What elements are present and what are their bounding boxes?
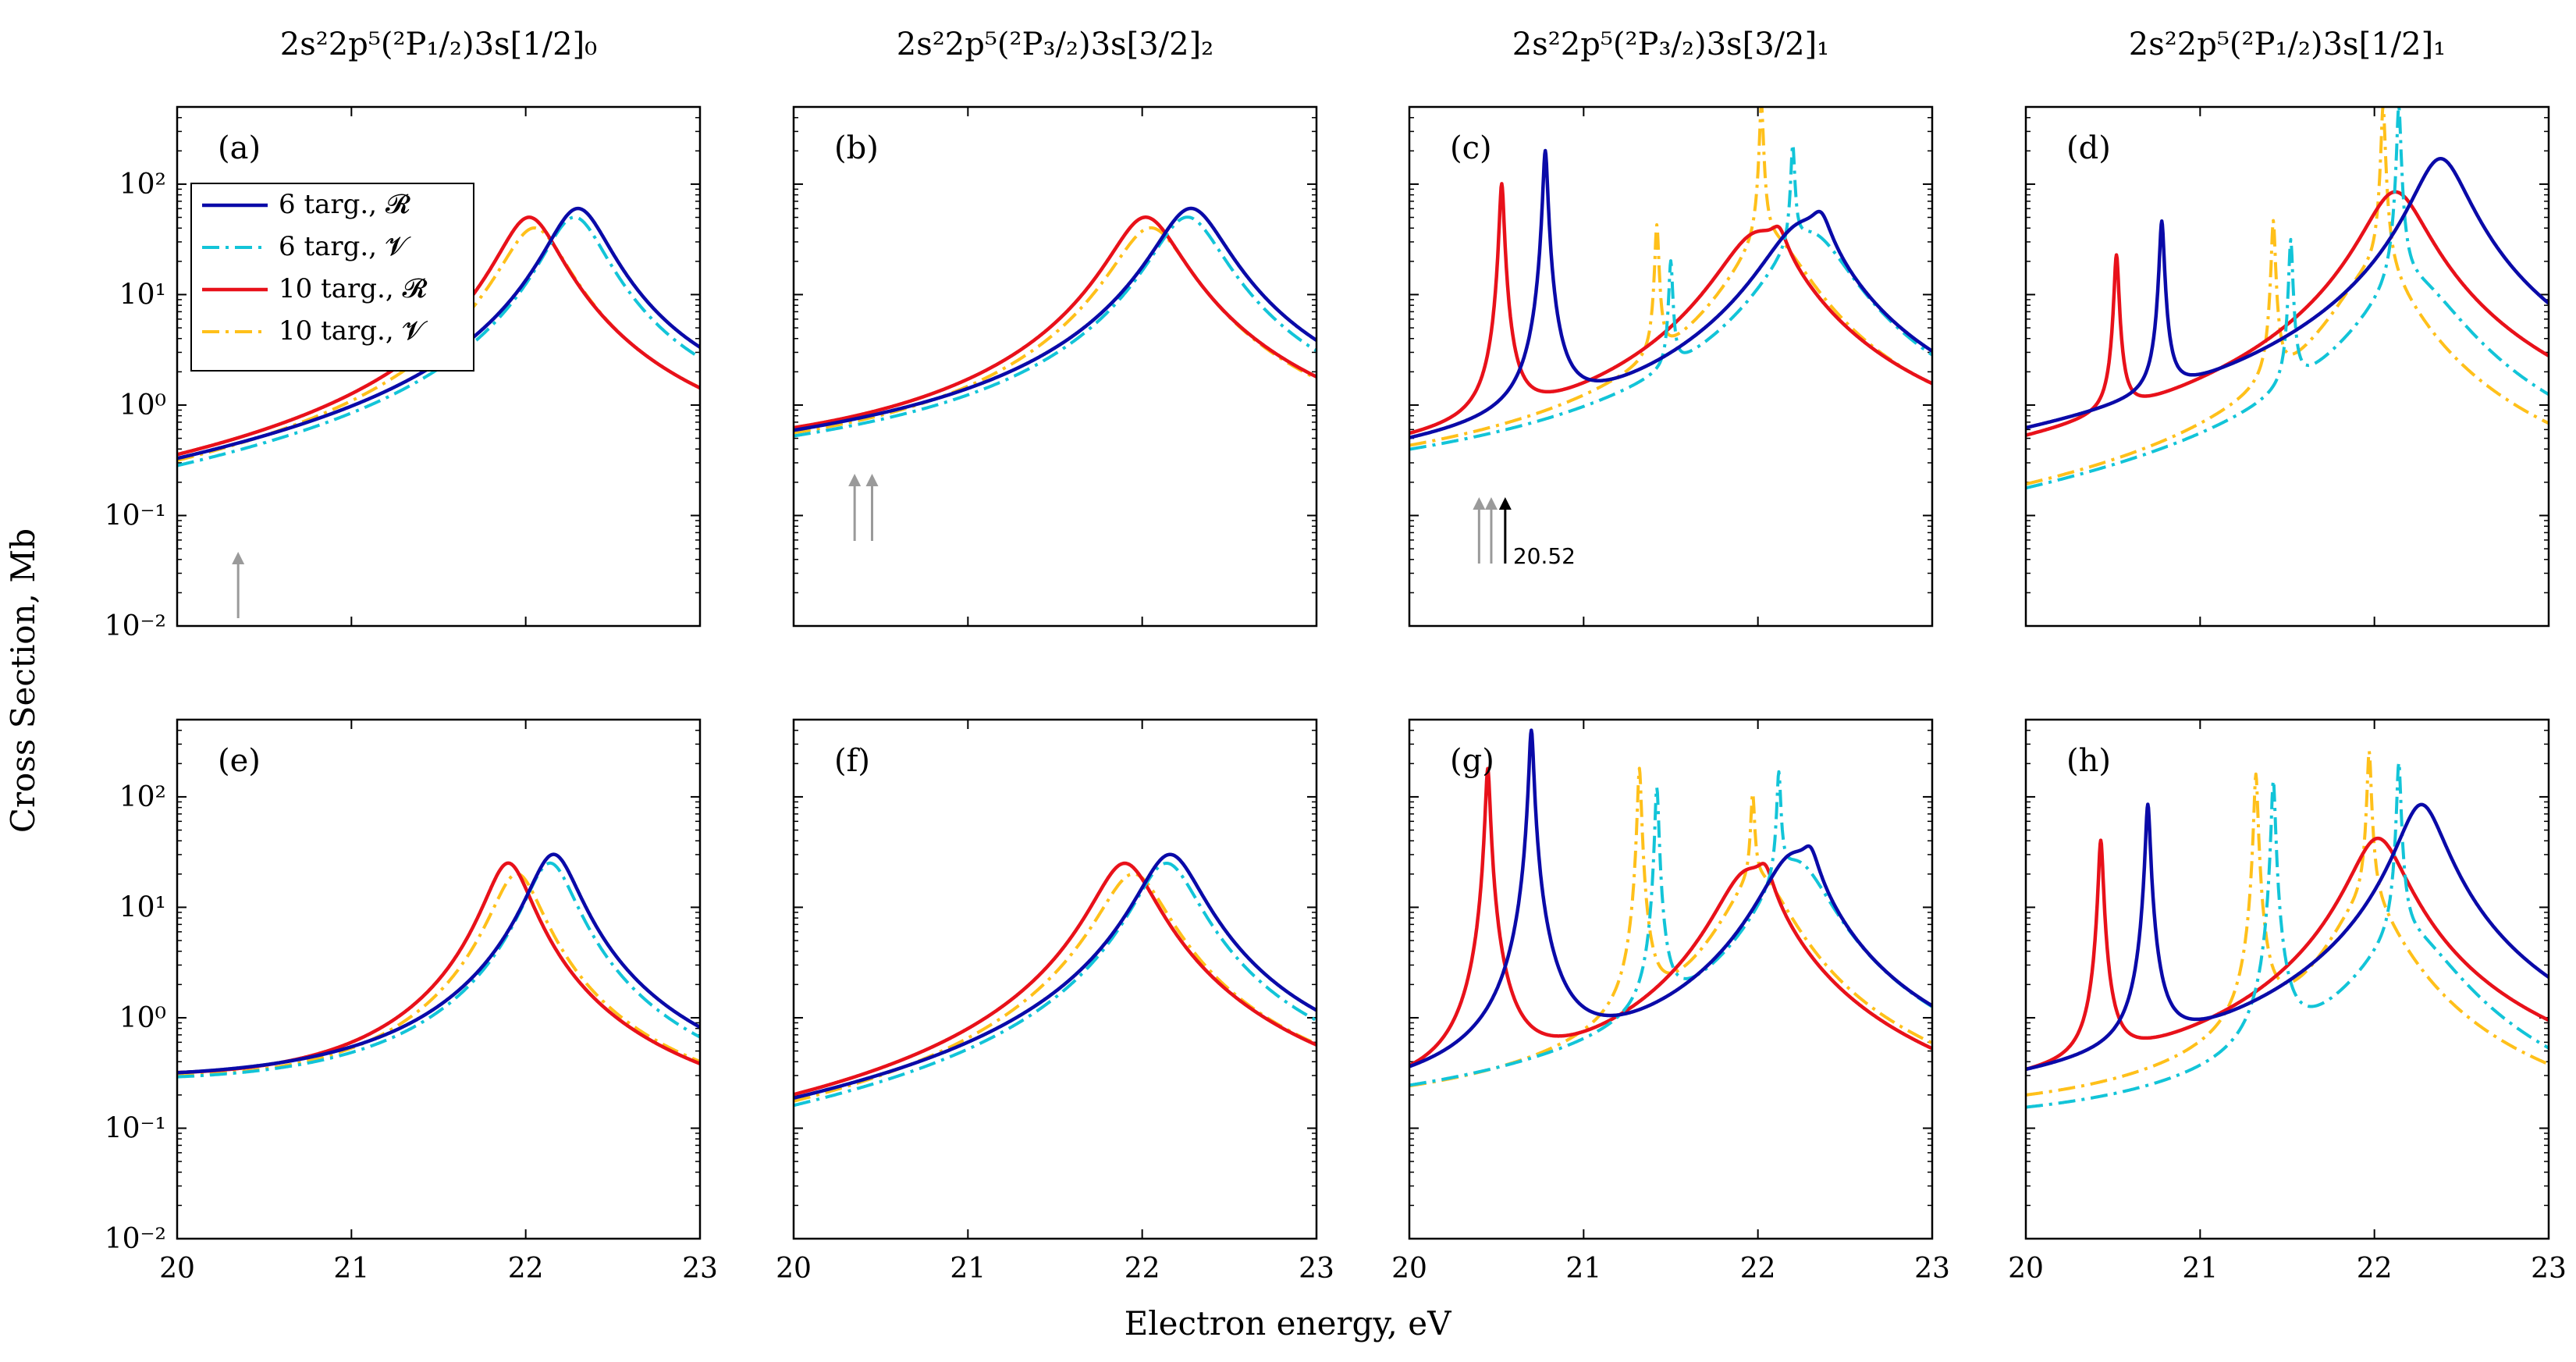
y-tick-label: 10⁻² [105,610,166,642]
y-tick-label: 10¹ [119,891,166,923]
x-tick-label: 23 [682,1253,718,1285]
plot-frame [2024,718,2550,1240]
column-title-2: 2s²2p⁵(²P₃/₂)3s[3/2]₂ [897,27,1213,62]
x-tick-label: 22 [2357,1253,2393,1285]
legend-label: 10 targ., 𝓥 [279,315,428,347]
column-title-3: 2s²2p⁵(²P₃/₂)3s[3/2]₁ [1512,27,1829,62]
legend-label: 10 targ., 𝓡 [279,273,427,304]
x-tick-label: 20 [159,1253,195,1285]
series-line-3 [2026,190,2549,437]
panel-h: 20 21 22 23 (h) [2008,718,2567,1285]
plot-frame [176,718,702,1240]
series-line-3 [1409,182,1932,436]
x-tick-label: 23 [1914,1253,1950,1285]
plot-frame [1408,105,1934,628]
series-line-4 [1409,107,1932,447]
series-line-1 [177,852,700,1075]
series-line-3 [177,861,700,1075]
column-title-4: 2s²2p⁵(²P₁/₂)3s[1/2]₁ [2129,27,2446,62]
series-line-2 [1409,770,1932,1087]
column-title-1: 2s²2p⁵(²P₁/₂)3s[1/2]₀ [280,27,597,62]
series-line-4 [177,872,700,1078]
y-tick-label: 10¹ [119,279,166,311]
x-tick-label: 22 [1125,1253,1160,1285]
panel-g: 20 21 22 23 (g) [1391,718,1950,1285]
x-tick-label: 22 [1740,1253,1776,1285]
series-line-2 [1409,143,1932,451]
panel-f: 20 21 22 23 (f) [776,718,1334,1285]
plot-frame [176,105,702,628]
x-tick-label: 20 [2008,1253,2044,1285]
x-tick-label: 20 [776,1253,812,1285]
x-tick-label: 23 [1299,1253,1334,1285]
series-line-2 [2026,107,2549,490]
threshold-arrowhead [232,552,245,564]
panel-label: (h) [2066,743,2111,779]
series-line-1 [2026,802,2549,1072]
series-line-1 [794,206,1316,432]
threshold-annotation: 20.52 [1513,543,1576,569]
panel-b: (b) [792,105,1318,628]
series-line-3 [794,861,1316,1097]
series-line-2 [177,861,700,1079]
panel-label: (f) [834,743,870,779]
plot-frame [792,105,1318,628]
series-line-1 [1409,728,1932,1069]
panel-label: (e) [218,743,261,779]
x-tick-label: 20 [1391,1253,1427,1285]
panel-e: 20 21 22 23 10⁻² 10⁻¹ 10⁰ 10¹ 10² (e) [105,718,718,1285]
plot-frame [1408,718,1934,1240]
y-tick-label: 10² [119,169,166,201]
plot-frame [792,718,1318,1240]
series-line-4 [1409,766,1932,1088]
series-line-4 [2026,107,2549,486]
panel-label: (d) [2066,130,2111,166]
y-tick-label: 10⁻¹ [105,1112,166,1144]
panel-label: (a) [218,130,261,166]
series-line-2 [794,862,1316,1108]
x-tick-label: 21 [2182,1253,2218,1285]
series-line-2 [2026,760,2549,1109]
y-tick-label: 10⁰ [119,389,166,421]
series-line-3 [1409,766,1932,1068]
x-axis-label: Electron energy, eV [1125,1304,1452,1342]
legend-label: 6 targ., 𝓡 [279,189,410,220]
panel-a: 10⁻² 10⁻¹ 10⁰ 10¹ 10² (a) 6 targ., 𝓡 6 targ., 𝓥… [105,105,702,642]
y-tick-label: 10⁰ [119,1002,166,1034]
panel-d: (d) [2024,105,2550,628]
threshold-arrowhead [1484,497,1498,510]
x-tick-label: 21 [333,1253,369,1285]
plot-frame [2024,105,2550,628]
threshold-arrowhead [1498,497,1512,510]
series-line-1 [1409,148,1932,439]
legend-label: 6 targ., 𝓥 [279,231,411,262]
y-tick-label: 10⁻² [105,1223,166,1255]
y-tick-label: 10⁻¹ [105,500,166,532]
series-line-1 [794,852,1316,1100]
series-line-4 [794,226,1316,435]
x-tick-label: 23 [2531,1253,2567,1285]
panel-label: (b) [834,130,879,166]
x-tick-label: 21 [1565,1253,1601,1285]
series-line-3 [2026,836,2549,1072]
series-line-2 [794,215,1316,438]
legend-box [190,183,474,372]
series-line-3 [794,215,1316,430]
series-line-2 [177,215,700,468]
y-tick-label: 10² [119,781,166,813]
threshold-arrowhead [848,474,862,486]
series-line-4 [2026,749,2549,1097]
threshold-arrowhead [865,474,879,486]
series-line-1 [2026,157,2549,430]
y-axis-label: Cross Section, Mb [4,528,42,833]
panel-label: (c) [1450,130,1492,166]
legend: 6 targ., 𝓡 6 targ., 𝓥 10 targ., 𝓡 10 targ.,… [190,183,474,372]
x-tick-label: 21 [950,1253,986,1285]
x-tick-label: 22 [508,1253,544,1285]
series-line-4 [794,872,1316,1103]
panel-c: (c) 20.52 [1408,105,1934,628]
threshold-arrowhead [1473,497,1486,510]
panel-label: (g) [1450,743,1494,779]
